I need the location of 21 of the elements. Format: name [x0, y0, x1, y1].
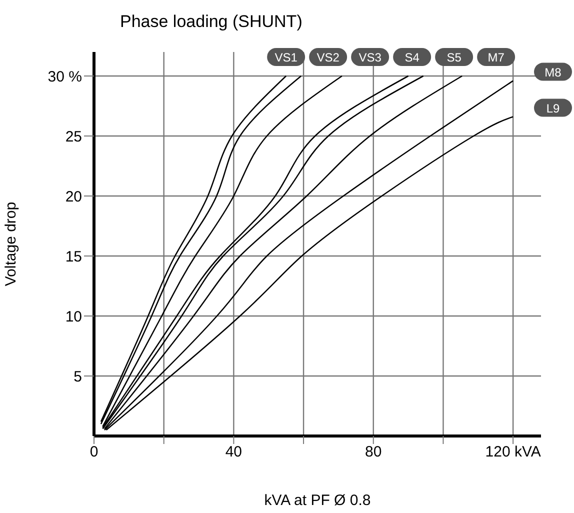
text: M8	[544, 65, 562, 80]
y-tick-label: 25	[65, 128, 82, 146]
chart-title: Phase loading (SHUNT)	[120, 12, 302, 31]
y-tick-label: 5	[74, 368, 82, 386]
y-axis-title: Voltage drop	[2, 202, 20, 286]
series-label: VS2	[316, 50, 340, 64]
y-tick-label: 20	[65, 188, 82, 206]
text: M7	[488, 50, 505, 64]
series-label: VS1	[274, 50, 298, 64]
text: L9	[546, 101, 560, 116]
y-tick-label: 15	[65, 248, 82, 266]
y-tick-label: 30 %	[48, 68, 82, 86]
x-tick-label: 0	[90, 444, 98, 461]
x-axis-title: kVA at PF Ø 0.8	[264, 492, 371, 509]
x-tick-label: 80	[365, 444, 382, 461]
x-tick-label: 120 kVA	[485, 444, 541, 461]
series-label: VS3	[358, 50, 382, 64]
series-label: S4	[404, 50, 420, 64]
x-tick-label: 40	[225, 444, 242, 461]
y-tick-label: 10	[65, 308, 82, 326]
text: S5	[446, 50, 462, 64]
